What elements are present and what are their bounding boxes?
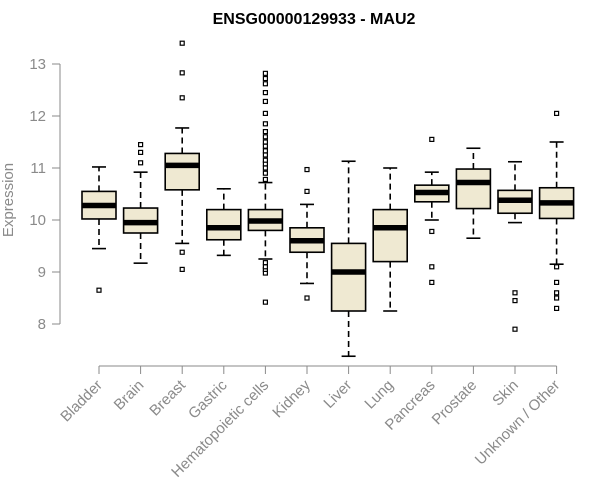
box-group (81, 166, 117, 293)
box-group (538, 110, 575, 311)
outlier-point (262, 299, 268, 305)
outlier-point (262, 157, 268, 163)
outlier-point (179, 266, 185, 272)
chart-title: ENSG00000129933 - MAU2 (213, 11, 416, 28)
y-tick-label: 10 (29, 212, 46, 229)
box-group (206, 188, 242, 257)
x-tick-label: Brain (111, 377, 148, 414)
outlier-point (553, 290, 560, 296)
outlier-point (553, 305, 560, 311)
outlier-point (262, 121, 268, 127)
y-tick-label: 9 (38, 264, 46, 281)
outlier-point (179, 95, 185, 101)
y-axis: 8 9 10 11 12 13 (29, 56, 61, 333)
outlier-point (304, 295, 310, 301)
outlier-point (304, 166, 310, 173)
outlier-point (262, 260, 268, 266)
box-group (330, 160, 367, 358)
outlier-point (553, 110, 560, 117)
box-iqr (330, 242, 367, 312)
outlier-point (262, 139, 268, 145)
outlier-point (429, 136, 435, 142)
outlier-point (262, 75, 268, 82)
box-group (372, 167, 409, 312)
outlier-point (553, 295, 560, 301)
outlier-point (262, 170, 268, 176)
x-tick-label: Kidney (269, 376, 314, 421)
box-iqr (455, 168, 492, 210)
x-tick-label: Prostate (429, 377, 481, 429)
outlier-point (553, 264, 560, 270)
outlier-point (138, 142, 144, 148)
plot-area (81, 40, 575, 358)
outlier-point (512, 326, 518, 332)
outlier-point (179, 40, 185, 46)
box-group (497, 160, 533, 332)
outlier-point (262, 129, 268, 135)
box-group (289, 166, 325, 301)
outlier-point (262, 134, 268, 140)
y-axis-label: Expression (0, 163, 17, 237)
y-tick-label: 13 (29, 56, 46, 73)
outlier-point (138, 149, 144, 155)
x-tick-label: Bladder (57, 377, 106, 426)
x-tick-label: Lung (361, 377, 397, 413)
x-tick-label: Skin (489, 377, 522, 410)
outlier-point (262, 98, 268, 105)
outlier-point (138, 160, 144, 166)
outlier-point (262, 143, 268, 149)
box-iqr (206, 208, 242, 241)
outlier-point (512, 298, 518, 304)
outlier-point (96, 287, 102, 293)
outlier-point (179, 249, 185, 255)
outlier-point (262, 148, 268, 154)
box-group (413, 136, 450, 285)
box-iqr (372, 208, 409, 263)
outlier-point (262, 152, 268, 158)
y-tick-label: 11 (30, 160, 46, 177)
y-tick-label: 12 (29, 108, 46, 125)
box-group (164, 40, 200, 272)
outlier-point (429, 228, 435, 235)
outlier-point (262, 264, 268, 270)
box-group (455, 147, 492, 239)
outlier-point (262, 70, 268, 76)
outlier-point (262, 110, 268, 117)
outlier-point (179, 70, 185, 76)
outlier-point (262, 89, 268, 96)
x-tick-label: Liver (320, 377, 355, 412)
outlier-point (304, 188, 310, 194)
box-group (122, 142, 159, 264)
x-tick-label: Breast (146, 376, 189, 419)
outlier-point (553, 279, 560, 285)
box-group (247, 70, 284, 305)
outlier-point (262, 176, 268, 183)
outlier-point (429, 264, 435, 270)
y-tick-label: 8 (38, 316, 46, 333)
outlier-point (429, 279, 435, 285)
outlier-point (512, 290, 518, 296)
outlier-point (262, 81, 268, 87)
box-iqr (164, 152, 200, 191)
outlier-point (262, 165, 268, 171)
